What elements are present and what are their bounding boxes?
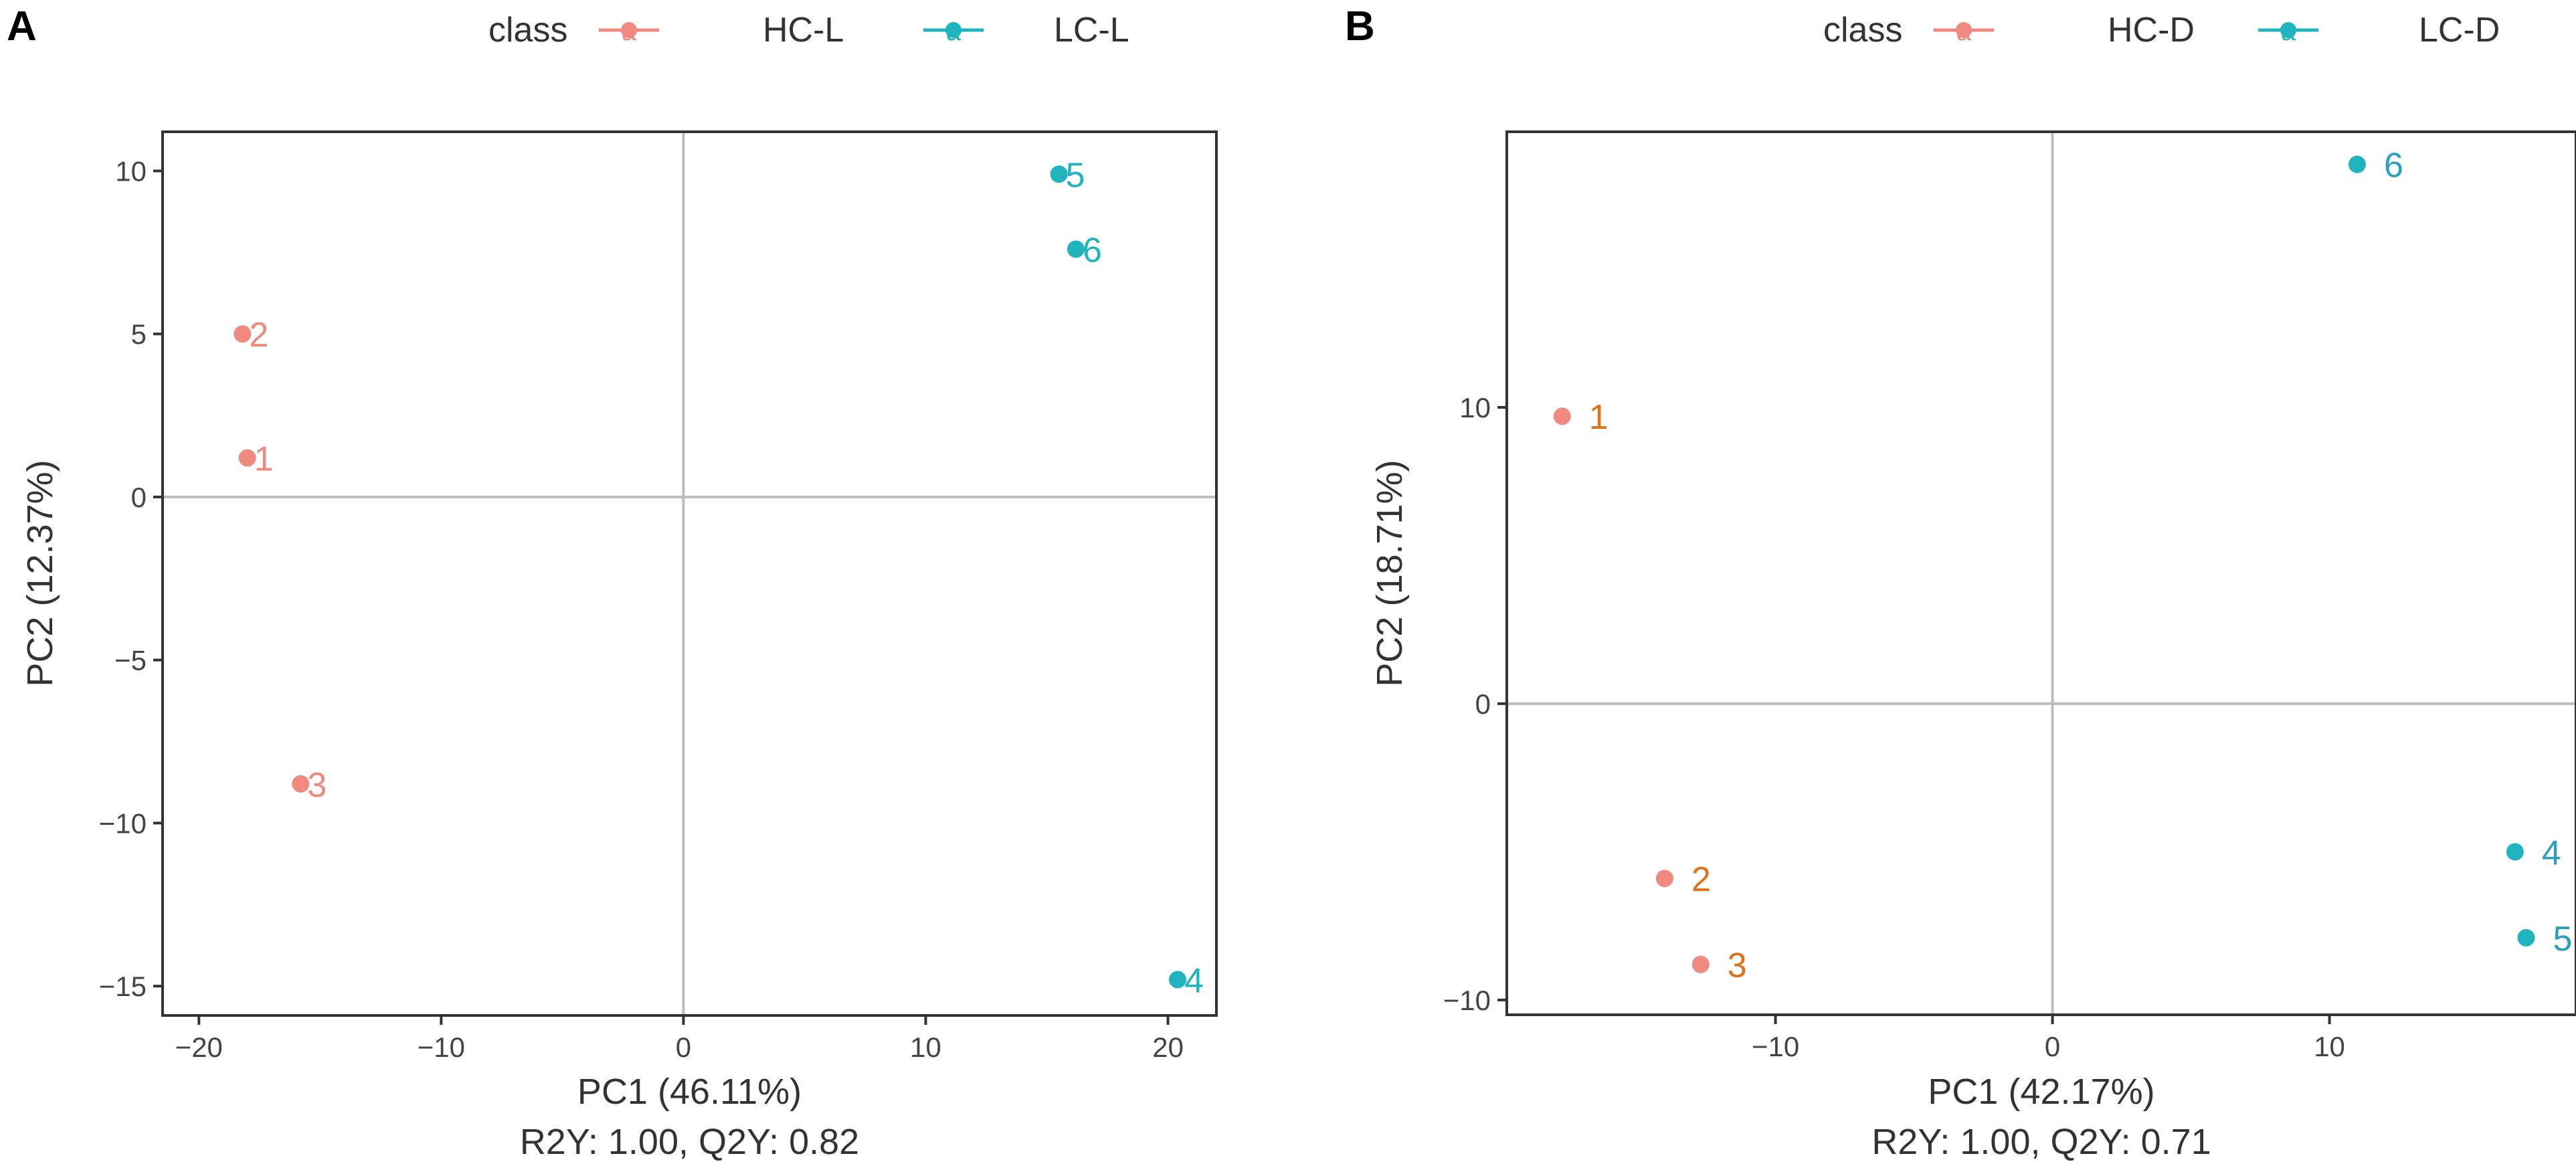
panel-letter: A	[7, 3, 37, 50]
plot-frame	[161, 130, 1218, 1017]
data-point-label: 1	[254, 439, 274, 478]
legend-entry-label: HC-L	[763, 11, 844, 50]
y-tick-label: 10	[115, 155, 147, 187]
data-point	[238, 449, 256, 467]
data-point	[234, 325, 252, 343]
legend-title: class	[1823, 11, 1902, 50]
data-point-label: 1	[1589, 398, 1608, 437]
y-tick-label: 0	[131, 482, 147, 513]
legend-key-dot	[621, 22, 637, 38]
data-point-label: 5	[2553, 920, 2572, 959]
data-point	[1050, 165, 1068, 183]
data-point	[1067, 240, 1085, 258]
data-point	[1655, 870, 1673, 888]
model-stats: R2Y: 1.00, Q2Y: 0.82	[520, 1122, 859, 1162]
data-point	[2517, 928, 2535, 947]
data-point-label: 2	[1691, 860, 1711, 899]
data-point-label: 3	[307, 766, 327, 805]
data-point-label: 6	[1083, 231, 1102, 270]
y-tick-label: 5	[131, 318, 147, 350]
data-point	[2506, 843, 2524, 861]
plot-frame	[1505, 130, 2576, 1016]
x-tick-label: 0	[676, 1032, 691, 1063]
legend-key-glyph: a	[622, 17, 637, 46]
data-point-label: 2	[249, 316, 268, 355]
legend-entry-label: LC-D	[2419, 11, 2500, 50]
data-point-label: 3	[1728, 947, 1747, 985]
y-tick-label: 10	[1459, 392, 1491, 423]
data-point	[2348, 155, 2366, 173]
x-tick-label: −20	[175, 1032, 223, 1063]
legend-title: class	[488, 11, 567, 50]
x-axis-title: PC1 (42.17%)	[1928, 1072, 2154, 1112]
y-axis-title: PC2 (18.71%)	[1370, 460, 1410, 686]
legend-key-dot	[1956, 22, 1972, 38]
x-tick-label: 0	[2045, 1031, 2060, 1062]
legend-key-dot	[2280, 22, 2296, 38]
x-tick-label: 10	[2314, 1031, 2345, 1062]
data-point-label: 4	[2542, 834, 2561, 872]
data-point-label: 4	[1184, 961, 1204, 1000]
data-point	[1553, 407, 1571, 425]
points-layer: 1 2 3 4 5 6	[234, 156, 1204, 1000]
panel-letter: B	[1345, 3, 1375, 50]
data-point	[1169, 971, 1187, 989]
y-tick-label: −10	[99, 807, 147, 839]
y-tick-label: −15	[99, 971, 147, 1002]
legend-entry-label: LC-L	[1054, 11, 1129, 50]
x-tick-label: −10	[1752, 1031, 1799, 1062]
x-tick-label: −10	[418, 1032, 465, 1063]
y-tick-label: −5	[114, 645, 147, 676]
model-stats: R2Y: 1.00, Q2Y: 0.71	[1871, 1122, 2211, 1162]
y-tick-label: −10	[1443, 985, 1491, 1016]
y-tick-label: 0	[1475, 688, 1491, 720]
y-axis-title: PC2 (12.37%)	[20, 460, 60, 686]
x-tick-label: 10	[910, 1032, 941, 1063]
x-tick-label: 20	[1152, 1032, 1184, 1063]
legend-key-dot	[945, 22, 961, 38]
legend-key-glyph: a	[946, 17, 961, 46]
x-axis-title: PC1 (46.11%)	[577, 1072, 802, 1112]
points-layer: 1 2 3 4 5 6	[1553, 146, 2572, 985]
data-point	[292, 775, 310, 793]
legend-entry-label: HC-D	[2108, 11, 2195, 50]
data-point	[1691, 955, 1710, 973]
data-point-label: 5	[1066, 156, 1085, 195]
legend-key-glyph: a	[1956, 17, 1972, 46]
data-point-label: 6	[2384, 146, 2403, 185]
legend-key-glyph: a	[2281, 17, 2296, 46]
